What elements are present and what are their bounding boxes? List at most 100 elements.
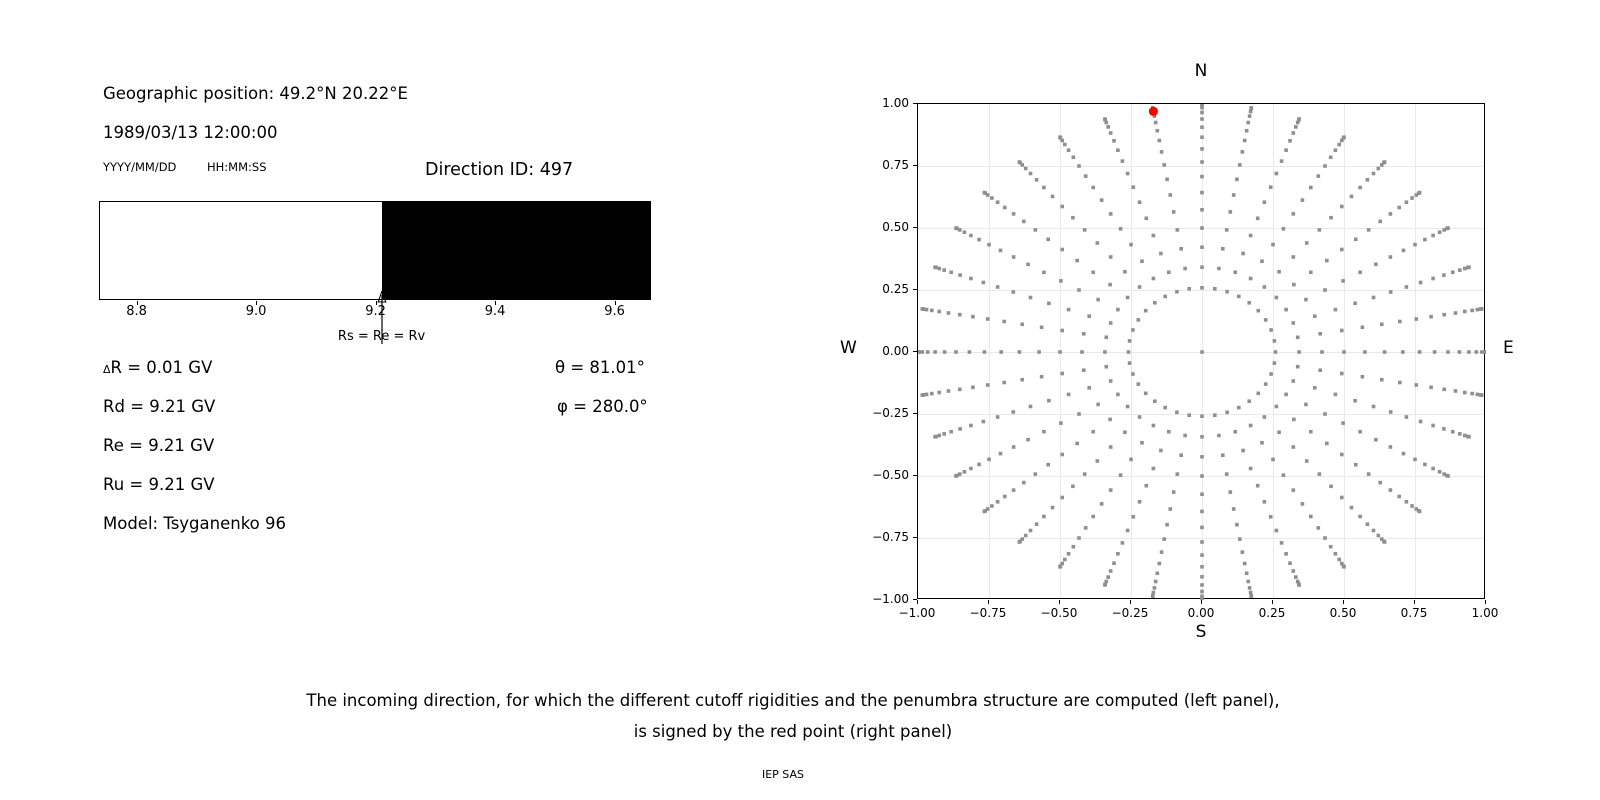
scatter-dot bbox=[1291, 255, 1296, 259]
scatter-dot bbox=[1437, 230, 1442, 234]
scatter-dot bbox=[1237, 294, 1241, 299]
scatter-dot bbox=[962, 230, 967, 234]
scatter-dot bbox=[1231, 193, 1236, 197]
scatter-dot bbox=[1397, 494, 1401, 499]
scatter-dot bbox=[1414, 383, 1419, 387]
scatter-dot bbox=[1140, 259, 1144, 263]
scatter-dot bbox=[1042, 429, 1046, 434]
scatter-dot bbox=[1262, 285, 1267, 289]
scatter-dot bbox=[1244, 128, 1249, 133]
scatter-dot bbox=[933, 350, 937, 354]
scatter-dot bbox=[1274, 404, 1279, 409]
scatter-dot bbox=[933, 435, 937, 439]
scatter-dot bbox=[1281, 473, 1286, 477]
scatter-dot bbox=[942, 268, 946, 272]
scatter-dot bbox=[1284, 148, 1288, 152]
scatter-dot bbox=[1274, 171, 1279, 176]
scatter-dot bbox=[995, 285, 1000, 289]
scatter-dot bbox=[1151, 276, 1156, 281]
scatter-dot bbox=[1108, 445, 1113, 449]
scatter-dot bbox=[1458, 268, 1462, 272]
y-tick-label: 0.50 bbox=[882, 220, 909, 234]
y-tick bbox=[912, 475, 917, 477]
x-tick-label: 0.75 bbox=[1400, 606, 1428, 620]
scatter-dot bbox=[1247, 586, 1252, 590]
scatter-dot bbox=[1200, 265, 1204, 269]
scatter-dot bbox=[1200, 455, 1204, 459]
scatter-dot bbox=[930, 391, 934, 396]
gridline bbox=[989, 104, 990, 598]
scatter-dot bbox=[1358, 185, 1362, 190]
scatter-dot bbox=[1337, 557, 1341, 562]
scatter-dot bbox=[1262, 500, 1267, 504]
x-tick-label: 0.50 bbox=[1329, 606, 1357, 620]
scatter-dot bbox=[1179, 247, 1183, 251]
scatter-dot bbox=[1127, 339, 1132, 343]
scatter-dot bbox=[1217, 266, 1221, 271]
scatter-dot bbox=[1153, 120, 1158, 125]
scatter-dot bbox=[1112, 561, 1116, 565]
scatter-dot bbox=[1144, 216, 1149, 221]
scatter-dot bbox=[1304, 402, 1308, 407]
scatter-dot bbox=[1063, 142, 1067, 147]
scatter-dot bbox=[1108, 379, 1113, 383]
scatter-dot bbox=[1404, 285, 1409, 289]
scatter-dot bbox=[1171, 490, 1176, 494]
scatter-dot bbox=[1082, 228, 1087, 232]
scatter-dot bbox=[1317, 472, 1322, 476]
scatter-dot bbox=[1228, 490, 1233, 494]
scatter-dot bbox=[1256, 391, 1261, 396]
scatter-dot bbox=[985, 507, 990, 511]
scatter-dot bbox=[1241, 448, 1245, 453]
scatter-dot bbox=[1366, 472, 1371, 476]
scatter-dot bbox=[942, 350, 947, 354]
penumbra-tick bbox=[495, 301, 497, 305]
scatter-dot bbox=[1011, 255, 1016, 259]
scatter-dot bbox=[1442, 427, 1446, 431]
scatter-dot bbox=[1233, 429, 1237, 434]
scatter-dot bbox=[1183, 266, 1187, 271]
scatter-dot bbox=[1256, 308, 1261, 313]
scatter-dot bbox=[1150, 594, 1155, 598]
scatter-dot bbox=[1200, 589, 1204, 594]
scatter-dot bbox=[1291, 445, 1296, 449]
scatter-dot bbox=[1082, 332, 1086, 336]
x-tick-label: 1.00 bbox=[1471, 606, 1499, 620]
scatter-dot bbox=[1077, 164, 1081, 168]
scatter-dot bbox=[1153, 399, 1157, 403]
scatter-dot bbox=[1354, 462, 1358, 467]
scatter-dot bbox=[1342, 350, 1346, 354]
scatter-dot bbox=[1200, 104, 1204, 106]
north-label: N bbox=[1194, 61, 1208, 81]
scatter-dot bbox=[1292, 417, 1296, 422]
scatter-dot bbox=[1235, 522, 1239, 527]
scatter-dot bbox=[1071, 484, 1075, 489]
scatter-dot bbox=[1075, 258, 1079, 263]
scatter-dot bbox=[1112, 139, 1116, 143]
scatter-dot bbox=[1325, 258, 1329, 263]
scatter-dot bbox=[962, 470, 967, 474]
scatter-dot bbox=[1050, 194, 1055, 199]
scatter-dot bbox=[1371, 404, 1376, 409]
scatter-dot bbox=[1071, 215, 1075, 220]
scatter-dot bbox=[1374, 437, 1378, 442]
scatter-dot bbox=[1371, 171, 1376, 176]
scatter-dot bbox=[1378, 219, 1382, 224]
delta-r-value: ΔR = 0.01 GV bbox=[103, 358, 213, 377]
scatter-dot bbox=[1413, 242, 1417, 247]
scatter-dot bbox=[1059, 421, 1063, 425]
scatter-dot bbox=[1060, 371, 1064, 376]
scatter-dot bbox=[1103, 350, 1107, 354]
scatter-dot bbox=[1143, 391, 1148, 396]
scatter-dot bbox=[1162, 537, 1166, 541]
x-tick bbox=[1130, 599, 1132, 604]
scatter-dot bbox=[1284, 552, 1288, 556]
scatter-dot bbox=[1363, 350, 1367, 354]
scatter-dot bbox=[1467, 350, 1471, 354]
scatter-dot bbox=[967, 350, 972, 354]
scatter-dot bbox=[1340, 328, 1344, 333]
scatter-dot bbox=[971, 385, 975, 390]
scatter-dot bbox=[1127, 361, 1132, 365]
scatter-dot bbox=[1200, 125, 1204, 129]
delta-symbol: Δ bbox=[103, 363, 111, 376]
